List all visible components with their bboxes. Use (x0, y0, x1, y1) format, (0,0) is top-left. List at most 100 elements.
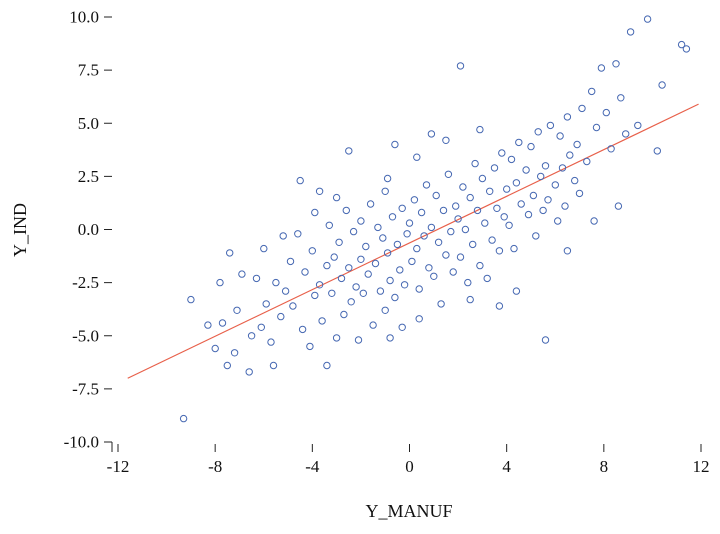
data-point (301, 268, 309, 276)
data-point (505, 221, 513, 230)
data-point (439, 206, 448, 215)
data-point (410, 196, 419, 204)
data-point (437, 300, 445, 308)
data-point (413, 153, 421, 161)
data-point (364, 270, 372, 278)
data-point (371, 259, 380, 268)
data-point (260, 244, 268, 253)
data-point (362, 242, 370, 251)
data-point (452, 202, 460, 210)
data-point (456, 62, 465, 70)
data-point (247, 332, 256, 340)
data-point (481, 219, 489, 227)
data-point (400, 281, 409, 289)
data-point (515, 138, 523, 147)
y-axis-title: Y_IND (10, 203, 30, 257)
data-point (381, 306, 389, 314)
data-point (469, 240, 477, 249)
fit-line (127, 103, 699, 379)
data-point (233, 306, 241, 314)
y-tick-label: 2.5 (78, 167, 99, 186)
data-point (277, 312, 285, 321)
data-point (383, 174, 392, 183)
data-point (374, 223, 382, 232)
data-point (245, 368, 253, 376)
y-tick-label: 7.5 (78, 61, 99, 80)
data-point (490, 164, 499, 172)
data-point (417, 208, 426, 217)
data-point (464, 278, 472, 287)
data-point (388, 213, 397, 221)
data-point (626, 28, 635, 36)
data-point (551, 181, 559, 189)
data-point (517, 200, 525, 208)
data-point (558, 164, 567, 172)
data-point (546, 121, 555, 130)
data-point (337, 274, 346, 283)
data-point (315, 187, 324, 196)
data-point (396, 266, 404, 274)
data-point (332, 193, 341, 202)
data-point (476, 261, 484, 270)
data-point (328, 289, 336, 297)
data-point (578, 104, 586, 113)
data-point (532, 232, 540, 240)
data-point (529, 191, 538, 200)
data-point (279, 232, 287, 240)
data-point (393, 240, 402, 249)
data-point (226, 249, 234, 257)
data-point (643, 15, 652, 23)
data-point (430, 272, 438, 280)
data-point (223, 361, 232, 370)
data-point (461, 225, 470, 234)
data-point (349, 227, 358, 236)
data-point (556, 132, 564, 140)
data-point (607, 145, 615, 153)
data-point (342, 206, 350, 215)
data-point (204, 321, 212, 329)
data-point (345, 147, 353, 155)
data-point (269, 361, 278, 370)
data-point (415, 285, 423, 293)
data-point (347, 298, 355, 306)
data-point (466, 295, 474, 304)
x-tick-label: -4 (305, 457, 320, 476)
data-point (415, 315, 423, 323)
data-point (563, 113, 572, 121)
data-point (541, 336, 550, 344)
data-point (512, 179, 521, 187)
data-point (386, 334, 394, 342)
data-point (507, 155, 516, 164)
data-point (537, 172, 545, 181)
data-point (483, 274, 491, 283)
data-point (281, 287, 290, 295)
data-point (408, 257, 416, 266)
data-point (391, 140, 399, 149)
data-point (289, 302, 297, 310)
data-point (311, 208, 319, 217)
data-point (398, 323, 406, 331)
data-point (561, 202, 569, 210)
data-point (454, 215, 462, 223)
data-point (345, 264, 353, 272)
x-tick-label: -12 (107, 457, 130, 476)
data-point (571, 176, 579, 185)
data-point (495, 247, 504, 255)
y-tick-label: -5.0 (72, 326, 99, 345)
data-point (682, 45, 691, 53)
data-point (422, 181, 431, 189)
data-point (566, 151, 574, 159)
data-point (488, 236, 496, 244)
data-point (379, 234, 387, 242)
data-point (272, 278, 280, 287)
data-point (386, 276, 394, 285)
x-tick-label: 4 (502, 457, 511, 476)
data-point (308, 247, 316, 255)
x-tick-label: -8 (208, 457, 222, 476)
data-point (592, 123, 601, 132)
y-tick-label: 5.0 (78, 114, 99, 133)
data-point (383, 249, 392, 257)
data-point (325, 221, 333, 230)
